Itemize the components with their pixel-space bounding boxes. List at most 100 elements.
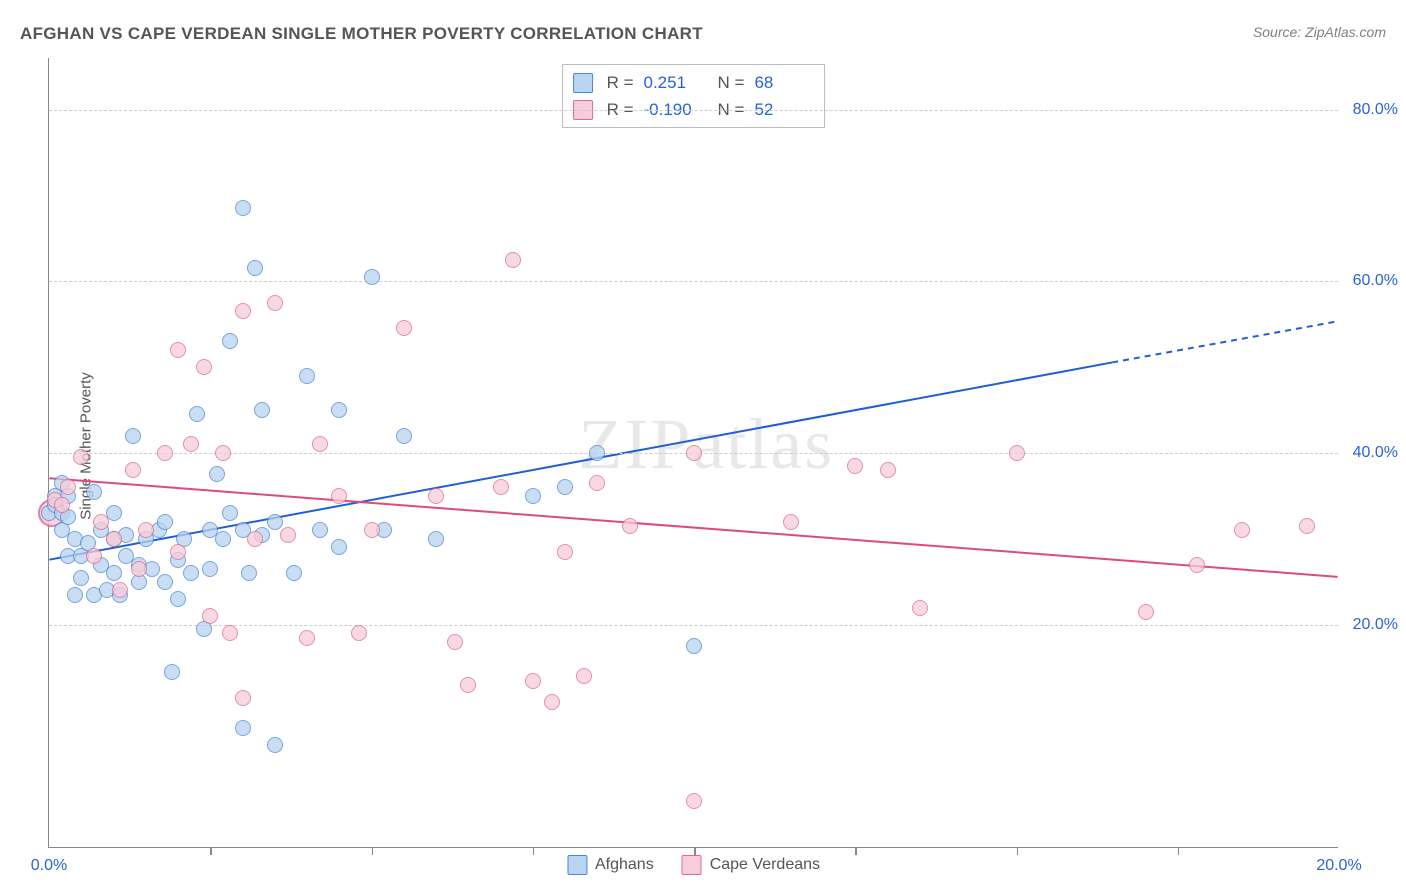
scatter-point xyxy=(112,582,128,598)
scatter-point xyxy=(189,406,205,422)
xtick-mark xyxy=(533,847,535,855)
scatter-point xyxy=(525,673,541,689)
scatter-point xyxy=(67,587,83,603)
scatter-point xyxy=(493,479,509,495)
scatter-point xyxy=(183,436,199,452)
scatter-point xyxy=(880,462,896,478)
scatter-point xyxy=(138,522,154,538)
scatter-point xyxy=(460,677,476,693)
scatter-point xyxy=(235,690,251,706)
legend-swatch-1 xyxy=(682,855,702,875)
scatter-point xyxy=(557,479,573,495)
scatter-point xyxy=(86,548,102,564)
scatter-point xyxy=(589,445,605,461)
xtick-mark xyxy=(1017,847,1019,855)
gridline xyxy=(49,281,1338,282)
scatter-point xyxy=(202,608,218,624)
scatter-point xyxy=(235,720,251,736)
scatter-point xyxy=(202,561,218,577)
scatter-point xyxy=(183,565,199,581)
scatter-point xyxy=(1189,557,1205,573)
scatter-point xyxy=(622,518,638,534)
scatter-point xyxy=(312,436,328,452)
scatter-point xyxy=(783,514,799,530)
scatter-point xyxy=(125,462,141,478)
xtick-label: 0.0% xyxy=(31,857,67,875)
xtick-label: 20.0% xyxy=(1316,857,1361,875)
scatter-point xyxy=(215,445,231,461)
scatter-point xyxy=(331,402,347,418)
scatter-point xyxy=(73,449,89,465)
scatter-point xyxy=(267,295,283,311)
scatter-point xyxy=(222,333,238,349)
scatter-point xyxy=(254,402,270,418)
scatter-point xyxy=(1299,518,1315,534)
scatter-point xyxy=(686,638,702,654)
scatter-point xyxy=(222,505,238,521)
xtick-mark xyxy=(1178,847,1180,855)
scatter-point xyxy=(428,488,444,504)
scatter-point xyxy=(299,630,315,646)
scatter-point xyxy=(157,574,173,590)
scatter-point xyxy=(170,342,186,358)
scatter-point xyxy=(544,694,560,710)
scatter-point xyxy=(157,445,173,461)
stat-n-series-0: 68 xyxy=(754,69,814,96)
legend-item-1: Cape Verdeans xyxy=(682,855,820,875)
plot-area: ZIPatlas R = 0.251 N = 68 R = -0.190 N =… xyxy=(48,58,1338,848)
xtick-mark xyxy=(372,847,374,855)
scatter-point xyxy=(589,475,605,491)
scatter-point xyxy=(267,514,283,530)
scatter-point xyxy=(396,428,412,444)
scatter-point xyxy=(247,260,263,276)
scatter-point xyxy=(525,488,541,504)
scatter-point xyxy=(241,565,257,581)
scatter-point xyxy=(364,269,380,285)
scatter-point xyxy=(351,625,367,641)
stat-r-series-0: 0.251 xyxy=(644,69,704,96)
xtick-mark xyxy=(210,847,212,855)
scatter-point xyxy=(157,514,173,530)
ytick-label: 20.0% xyxy=(1353,616,1398,634)
scatter-point xyxy=(106,531,122,547)
scatter-point xyxy=(73,570,89,586)
scatter-point xyxy=(557,544,573,560)
scatter-point xyxy=(222,625,238,641)
scatter-point xyxy=(131,561,147,577)
gridline xyxy=(49,625,1338,626)
ytick-label: 80.0% xyxy=(1353,101,1398,119)
scatter-point xyxy=(164,664,180,680)
scatter-point xyxy=(215,531,231,547)
scatter-point xyxy=(396,320,412,336)
scatter-point xyxy=(1009,445,1025,461)
scatter-point xyxy=(686,793,702,809)
scatter-point xyxy=(60,479,76,495)
scatter-point xyxy=(235,200,251,216)
stat-label-r: R = xyxy=(607,69,634,96)
scatter-point xyxy=(235,303,251,319)
scatter-point xyxy=(209,466,225,482)
scatter-point xyxy=(280,527,296,543)
scatter-point xyxy=(196,359,212,375)
trend-line-dashed xyxy=(1112,321,1337,362)
legend-bottom: Afghans Cape Verdeans xyxy=(567,855,820,875)
xtick-mark xyxy=(694,847,696,855)
scatter-point xyxy=(170,544,186,560)
scatter-point xyxy=(576,668,592,684)
scatter-point xyxy=(505,252,521,268)
watermark-text: ZIPatlas xyxy=(578,403,834,486)
scatter-point xyxy=(447,634,463,650)
scatter-point xyxy=(912,600,928,616)
scatter-point xyxy=(847,458,863,474)
ytick-label: 60.0% xyxy=(1353,272,1398,290)
scatter-point xyxy=(247,531,263,547)
scatter-point xyxy=(93,514,109,530)
stats-box: R = 0.251 N = 68 R = -0.190 N = 52 xyxy=(562,64,826,128)
scatter-point xyxy=(170,591,186,607)
scatter-point xyxy=(125,428,141,444)
scatter-point xyxy=(54,497,70,513)
legend-swatch-0 xyxy=(567,855,587,875)
scatter-point xyxy=(364,522,380,538)
legend-item-0: Afghans xyxy=(567,855,654,875)
scatter-point xyxy=(1234,522,1250,538)
